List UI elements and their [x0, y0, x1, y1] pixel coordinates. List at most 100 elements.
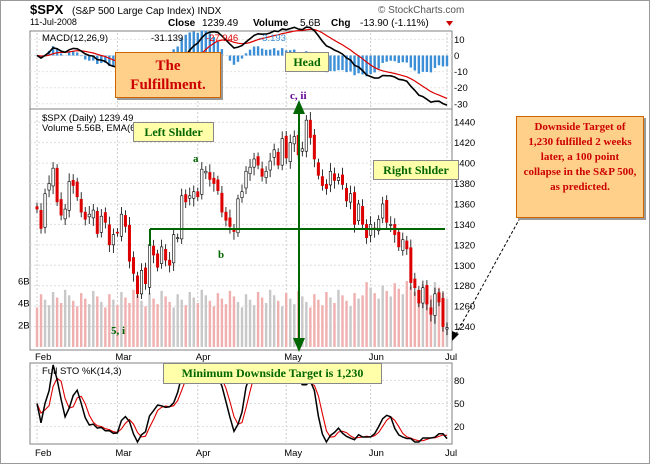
- volume-bar: [204, 295, 208, 347]
- price-candle: [140, 270, 144, 295]
- wave-5-label: 5, i: [111, 325, 125, 337]
- price-candle: [421, 287, 425, 304]
- macd-histogram-bar: [67, 52, 71, 56]
- price-candle: [409, 247, 413, 283]
- month-tick-label: Mar: [115, 352, 131, 363]
- volume-bar: [96, 296, 99, 347]
- volume-bar: [152, 298, 155, 347]
- macd-histogram-bar: [232, 55, 236, 65]
- volume-bar: [92, 290, 95, 347]
- macd-histogram-bar: [417, 55, 421, 74]
- volume-value: 5.6B: [300, 18, 321, 29]
- price-candle: [425, 284, 429, 305]
- left-shoulder-box: Left Shlder: [133, 122, 214, 142]
- price-candle: [264, 170, 268, 178]
- volume-bar: [309, 307, 312, 347]
- min-target-text: Minimum Downside Target is 1,230: [181, 366, 364, 380]
- macd-histogram-bar: [240, 55, 244, 59]
- volume-bar: [325, 292, 328, 347]
- price-candle: [63, 208, 67, 220]
- price-candle: [212, 177, 216, 184]
- price-candle: [59, 199, 63, 216]
- volume-tick-label: 6B: [18, 277, 30, 288]
- volume-bar: [164, 296, 167, 347]
- volume-bar: [244, 294, 248, 347]
- macd-histogram-bar: [349, 55, 352, 72]
- price-candle: [340, 174, 344, 185]
- price-candle: [47, 183, 51, 191]
- macd-histogram-bar: [357, 55, 360, 74]
- macd-histogram-bar: [108, 55, 111, 67]
- volume-bar: [51, 292, 55, 347]
- volume-bar: [301, 296, 304, 347]
- price-candle: [123, 215, 127, 227]
- head-label-text: Head: [293, 55, 321, 69]
- price-candle: [87, 213, 91, 218]
- price-tick-label: 1240: [454, 322, 475, 333]
- price-candle: [240, 191, 244, 198]
- macd-histogram-bar: [59, 53, 63, 56]
- price-candle: [160, 246, 164, 264]
- macd-histogram-bar: [445, 55, 449, 67]
- close-value: 1239.49: [202, 18, 239, 29]
- price-candle: [389, 224, 393, 226]
- volume-bar: [313, 294, 316, 347]
- volume-bar: [373, 293, 376, 347]
- price-candle: [320, 176, 324, 186]
- price-tick-label: 1380: [454, 179, 475, 190]
- volume-bar: [184, 305, 187, 347]
- volume-bar: [345, 300, 348, 347]
- price-tick-label: 1400: [454, 159, 475, 170]
- macd-tick-label: 0: [454, 51, 459, 62]
- month-tick-label: Jul: [445, 352, 457, 363]
- price-tick-label: 1260: [454, 302, 475, 313]
- month-tick-label: Apr: [196, 448, 211, 459]
- price-candle: [156, 253, 160, 268]
- volume-bar: [80, 293, 83, 347]
- chart-date: 11-Jul-2008: [30, 17, 77, 27]
- price-candle: [200, 168, 204, 195]
- price-candle: [429, 307, 433, 315]
- volume-bar: [437, 287, 441, 347]
- price-candle: [332, 173, 336, 181]
- volume-bar: [252, 305, 256, 347]
- macd-tick-label: -20: [454, 83, 468, 94]
- volume-bar: [357, 298, 360, 347]
- volume-bar: [100, 301, 103, 347]
- sto-d-line: [36, 365, 448, 442]
- price-candle: [252, 158, 256, 168]
- volume-bar: [63, 289, 67, 347]
- volume-bar: [55, 297, 59, 347]
- macd-histogram-bar: [188, 32, 191, 56]
- volume-bar: [365, 282, 368, 347]
- price-candle: [361, 206, 365, 225]
- price-candle: [111, 234, 115, 246]
- price-tick-label: 1440: [454, 118, 475, 129]
- macd-histogram-bar: [276, 50, 280, 56]
- chg-label: Chg: [331, 18, 350, 29]
- macd-histogram-bar: [71, 51, 75, 56]
- fulfillment-text: The Fulfillment.: [130, 58, 206, 93]
- macd-histogram-bar: [260, 48, 264, 56]
- macd-legend-hist: -3.193: [259, 33, 286, 44]
- chart-symbol: $SPX: [30, 2, 64, 17]
- volume-bar: [337, 289, 340, 347]
- month-tick-label: Apr: [196, 352, 211, 363]
- volume-bar: [256, 292, 260, 347]
- price-candle: [280, 138, 284, 166]
- volume-bar: [120, 292, 123, 347]
- price-candle: [95, 211, 99, 234]
- volume-bar: [112, 299, 115, 347]
- macd-histogram-bar: [361, 55, 364, 75]
- macd-histogram-bar: [389, 55, 392, 61]
- macd-histogram-bar: [437, 55, 441, 66]
- volume-bar: [385, 290, 388, 347]
- macd-histogram-bar: [333, 55, 336, 72]
- volume-tick-label: 2B: [18, 321, 30, 332]
- price-candle: [127, 224, 131, 262]
- macd-histogram-bar: [84, 55, 87, 60]
- volume-bar: [264, 303, 268, 347]
- price-tick-label: 1280: [454, 281, 475, 292]
- volume-bar: [381, 285, 384, 347]
- volume-bar: [128, 303, 131, 347]
